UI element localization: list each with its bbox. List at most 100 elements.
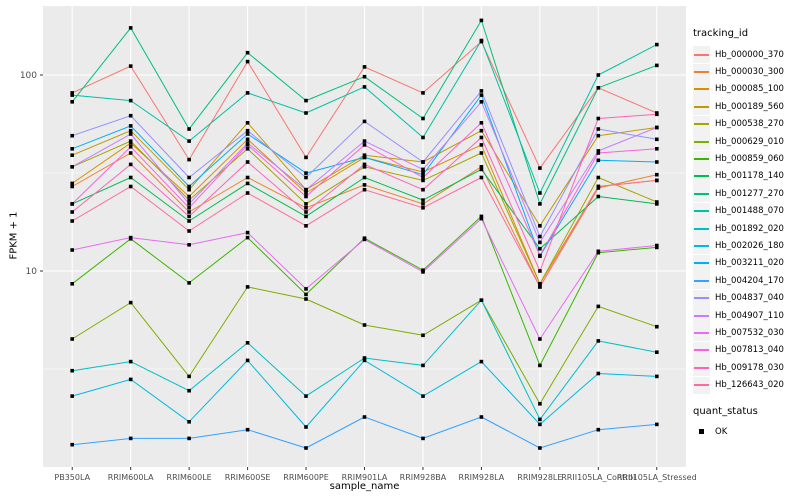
data-point [596,158,601,163]
data-point [479,18,484,23]
legend-item-label: Hb_001277_270 [715,188,784,199]
x-tick-label: RRIM928LE [517,473,562,482]
legend-item: Hb_000859_060 [693,150,799,168]
data-point [70,202,74,206]
quant-status-key [693,423,710,440]
legend-item: Hb_007813_040 [693,341,799,359]
data-point [655,350,659,354]
data-point [655,243,659,248]
legend-key-line [694,158,709,161]
data-point [245,341,250,345]
data-point [187,281,191,285]
data-point [187,229,191,233]
legend-key-line [694,53,709,56]
data-point [362,119,367,124]
data-point [538,166,542,170]
legend-item-label: Hb_000000_370 [715,49,784,60]
data-point [187,210,191,214]
data-point [304,206,308,210]
data-point [596,427,601,432]
data-point [421,363,425,368]
x-tick-label: RRIM928BA [400,473,447,482]
data-point [479,143,484,147]
data-point [245,358,250,363]
data-point [128,359,133,364]
data-point [362,139,367,143]
legend-item-label: Hb_001892_020 [715,223,784,234]
legend-item: Hb_000189_560 [693,98,799,116]
data-point [128,132,133,136]
data-point [304,175,308,180]
data-point [596,116,601,121]
data-point [362,358,367,363]
data-point [70,181,74,186]
x-tick-label: RRIM600PE [283,473,329,482]
data-point [421,202,425,206]
data-point [304,98,308,103]
legend-key [693,133,710,151]
data-point [70,165,74,169]
legend-item: Hb_001488_070 [693,202,799,220]
data-point [245,175,250,180]
data-point [187,420,191,424]
legend-items: Hb_000000_370 Hb_000030_300 Hb_000085_100 H… [693,46,799,394]
data-point [304,210,308,214]
data-point [596,133,601,138]
legend-item: Hb_004204_170 [693,272,799,290]
data-point [421,333,425,338]
data-point [421,172,425,177]
legend-key [693,307,710,325]
x-tick-label: RRIM600LA [108,473,154,482]
data-point [479,38,484,43]
legend-key [693,359,710,377]
legend-key-line [694,244,709,247]
data-point [245,181,250,186]
legend-key-line [694,314,709,317]
data-point [421,436,425,441]
data-point [421,198,425,202]
y-axis-title: FPKM + 1 [8,211,20,260]
legend-item: Hb_000629_010 [693,133,799,151]
data-point [421,135,425,140]
data-point [362,415,367,419]
data-point [245,230,250,235]
data-point [596,184,601,189]
data-point [245,285,250,289]
data-point [596,194,601,199]
legend-key [693,98,710,116]
legend-key [693,220,710,238]
data-point [596,149,601,153]
data-point [304,287,308,291]
data-point [421,170,425,174]
data-point [479,89,484,93]
legend-item-label: Hb_000538_270 [715,119,784,130]
data-point [245,191,250,195]
legend-item: Hb_009178_030 [693,359,799,377]
data-point [538,253,542,258]
data-point [187,202,191,206]
data-point [479,121,484,125]
data-point [479,93,484,97]
x-tick-label: RRIM928LA [459,473,505,482]
data-point [70,219,74,223]
data-point [128,175,133,180]
data-point [538,202,542,206]
data-point [70,442,74,447]
data-point [128,64,133,68]
data-point [187,157,191,162]
legend: tracking_id Hb_000000_370 Hb_000030_300 Hb… [693,28,799,440]
data-point [70,394,74,398]
data-point [479,216,484,221]
data-point [538,191,542,195]
data-point [362,153,367,157]
legend-item-label: Hb_000859_060 [715,154,784,165]
data-point [128,141,133,145]
legend-item-label: Hb_007532_030 [715,327,784,338]
data-point [304,224,308,228]
data-point [479,175,484,180]
data-point [245,143,250,147]
data-point [128,128,133,133]
legend-item-label: Hb_000629_010 [715,136,784,147]
data-point [304,171,308,175]
data-point [245,160,250,164]
